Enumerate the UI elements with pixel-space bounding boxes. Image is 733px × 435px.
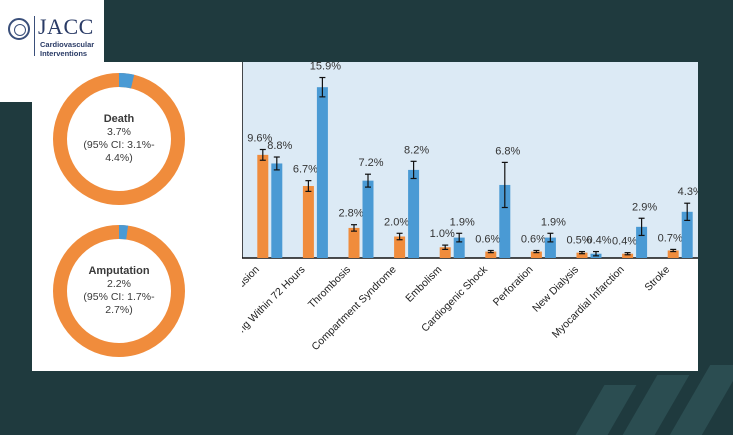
amputation-ci-line1: (95% CI: 1.7%-	[83, 291, 155, 303]
logo-subtitle-line1: Cardiovascular	[40, 40, 95, 49]
death-label: Death 3.7% (95% CI: 3.1%- 4.4%)	[70, 113, 168, 165]
bar	[667, 250, 679, 258]
bar	[316, 87, 328, 258]
data-label: 8.8%	[267, 140, 292, 152]
data-label: 1.9%	[541, 216, 566, 228]
seal-icon	[8, 18, 30, 40]
amputation-label: Amputation 2.2% (95% CI: 1.7%- 2.7%)	[70, 265, 168, 317]
data-label: 6.7%	[293, 164, 318, 176]
data-label: 0.4%	[612, 236, 637, 248]
bar	[394, 236, 406, 258]
data-label: 4.3%	[678, 186, 698, 198]
amputation-title: Amputation	[88, 265, 150, 277]
data-label: 0.6%	[521, 233, 546, 245]
data-label: 0.7%	[658, 232, 683, 244]
bar	[453, 237, 465, 258]
amputation-ci-line2: 2.7%)	[105, 304, 133, 316]
data-label: 9.6%	[247, 132, 272, 144]
death-title: Death	[103, 113, 135, 125]
amputation-donut-segment	[118, 225, 129, 240]
background-stripe	[0, 0, 733, 60]
amputation-value: 2.2%	[107, 278, 131, 290]
bar	[408, 169, 420, 258]
data-label: 6.8%	[495, 145, 520, 157]
bar	[439, 247, 451, 258]
bar	[530, 251, 542, 258]
x-tick-label: New Dialysis	[530, 264, 581, 315]
data-label: 2.8%	[338, 208, 363, 220]
logo-title: JACC	[38, 14, 94, 39]
bar	[636, 226, 648, 258]
death-donut	[53, 73, 185, 205]
amputation-donut	[53, 225, 185, 357]
data-label: 0.6%	[475, 233, 500, 245]
death-value: 3.7%	[107, 126, 131, 138]
bar	[485, 251, 497, 258]
x-tick-label: Embolism	[403, 263, 444, 304]
death-ci-line2: 4.4%)	[105, 152, 133, 164]
x-tick-label: Perforation	[491, 264, 536, 309]
donut-area: Death 3.7% (95% CI: 3.1%- 4.4%) Amputati…	[32, 62, 242, 371]
data-label: 0.4%	[586, 235, 611, 247]
bar	[271, 163, 283, 258]
bar	[622, 253, 634, 258]
data-label: 2.9%	[632, 201, 657, 213]
figure-panel: Death 3.7% (95% CI: 3.1%- 4.4%) Amputati…	[32, 62, 698, 371]
logo-divider	[34, 16, 35, 56]
bar	[576, 252, 588, 258]
data-label: 0.5%	[566, 235, 591, 247]
death-donut-segment	[118, 73, 135, 89]
data-label: 15.9%	[310, 62, 341, 73]
bar	[348, 227, 360, 258]
bar	[681, 211, 693, 258]
x-tick-label: Stroke	[642, 264, 672, 294]
data-label: 1.0%	[430, 228, 455, 240]
bar	[362, 180, 374, 258]
bar	[302, 186, 314, 258]
data-label: 2.0%	[384, 216, 409, 228]
death-ci-line1: (95% CI: 3.1%-	[83, 139, 155, 151]
data-label: 7.2%	[358, 157, 383, 169]
bar	[544, 237, 556, 258]
logo-subtitle-line2: Interventions	[40, 49, 88, 58]
bar	[499, 184, 511, 258]
data-label: 8.2%	[404, 144, 429, 156]
x-tick-label: Compartment Syndrome	[309, 264, 398, 353]
data-label: 1.9%	[450, 216, 475, 228]
bar	[257, 154, 269, 258]
x-tick-label: Thrombosis	[306, 264, 353, 311]
